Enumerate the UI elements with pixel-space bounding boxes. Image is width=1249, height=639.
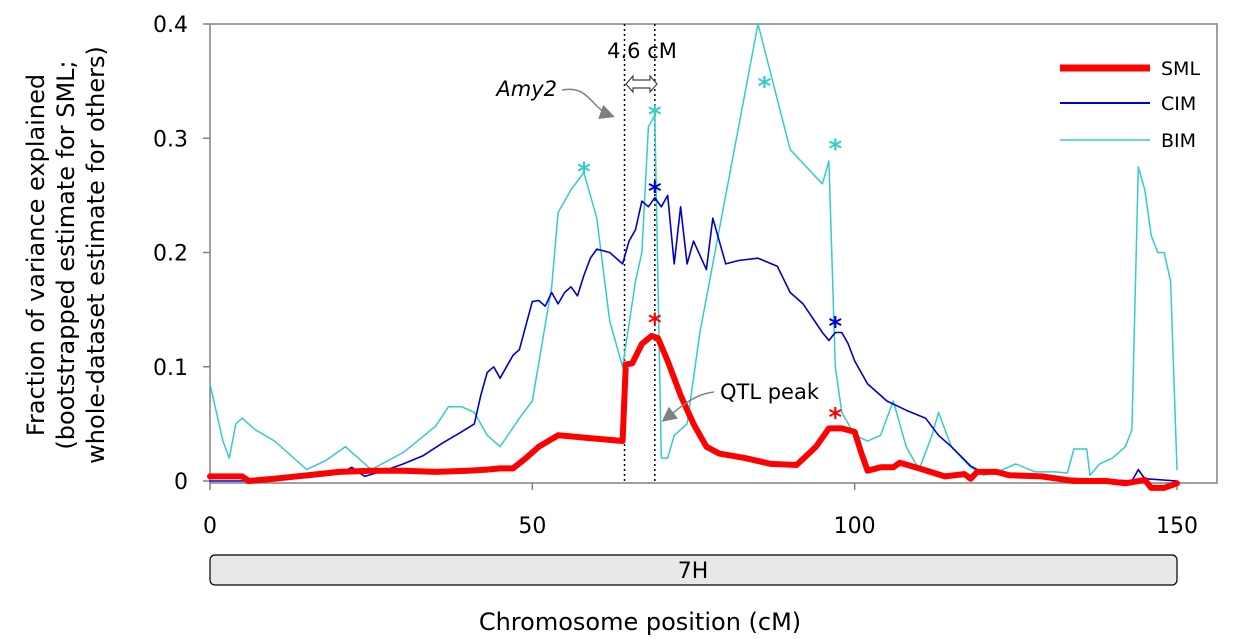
chromosome-bar xyxy=(209,554,1178,586)
x-tick-label: 100 xyxy=(834,514,876,539)
x-tick-label: 0 xyxy=(203,514,217,539)
svg-text:(bootstrapped estimate for SML: (bootstrapped estimate for SML; xyxy=(52,60,80,449)
x-tick-label: 150 xyxy=(1156,514,1198,539)
y-tick-label: 0 xyxy=(174,470,188,495)
qtl-peak-label: QTL peak xyxy=(720,380,820,404)
interval-arrow xyxy=(625,74,658,94)
y-tick-label: 0.3 xyxy=(153,127,188,152)
significance-star-sml: * xyxy=(829,403,843,433)
y-tick-label: 0.2 xyxy=(153,242,188,267)
series-line-sml xyxy=(207,332,1180,491)
svg-text:Fraction of variance explained: Fraction of variance explained xyxy=(22,74,50,436)
legend: SML CIM BIM xyxy=(1060,58,1200,152)
significance-star-bim: * xyxy=(577,158,591,188)
legend-label-bim: BIM xyxy=(1161,130,1196,152)
x-axis-ticks: 0 50 100 150 xyxy=(203,483,1198,539)
interval-label: 4.6 cM xyxy=(607,39,677,63)
qtl-peak-arrow xyxy=(661,391,715,422)
significance-star-bim: * xyxy=(758,72,772,102)
amy2-label: Amy2 xyxy=(494,77,557,101)
x-axis-title: Chromosome position (cM) xyxy=(479,608,801,636)
significance-star-cim: * xyxy=(648,177,662,207)
y-axis-ticks: 0 0.1 0.2 0.3 0.4 xyxy=(153,13,210,495)
svg-text:whole-dataset estimate for oth: whole-dataset estimate for others) xyxy=(82,46,110,464)
significance-star-cim: * xyxy=(829,312,843,342)
series-layer xyxy=(207,23,1180,491)
y-tick-label: 0.4 xyxy=(153,13,188,38)
y-axis-title: Fraction of variance explained (bootstra… xyxy=(22,46,110,464)
legend-label-sml: SML xyxy=(1161,58,1200,80)
series-line-bim xyxy=(209,23,1178,477)
significance-star-bim: * xyxy=(829,135,843,165)
significance-markers: * * * * * * * * xyxy=(577,72,842,433)
x-tick-label: 50 xyxy=(518,514,546,539)
plot-area xyxy=(209,23,1218,484)
chromosome-label: 7H xyxy=(678,559,709,584)
series-line-cim xyxy=(209,194,1178,482)
y-tick-label: 0.1 xyxy=(153,356,188,381)
significance-star-bim: * xyxy=(648,100,662,130)
significance-star-sml: * xyxy=(648,308,662,338)
amy2-arrow xyxy=(561,88,615,119)
legend-label-cim: CIM xyxy=(1161,93,1196,115)
